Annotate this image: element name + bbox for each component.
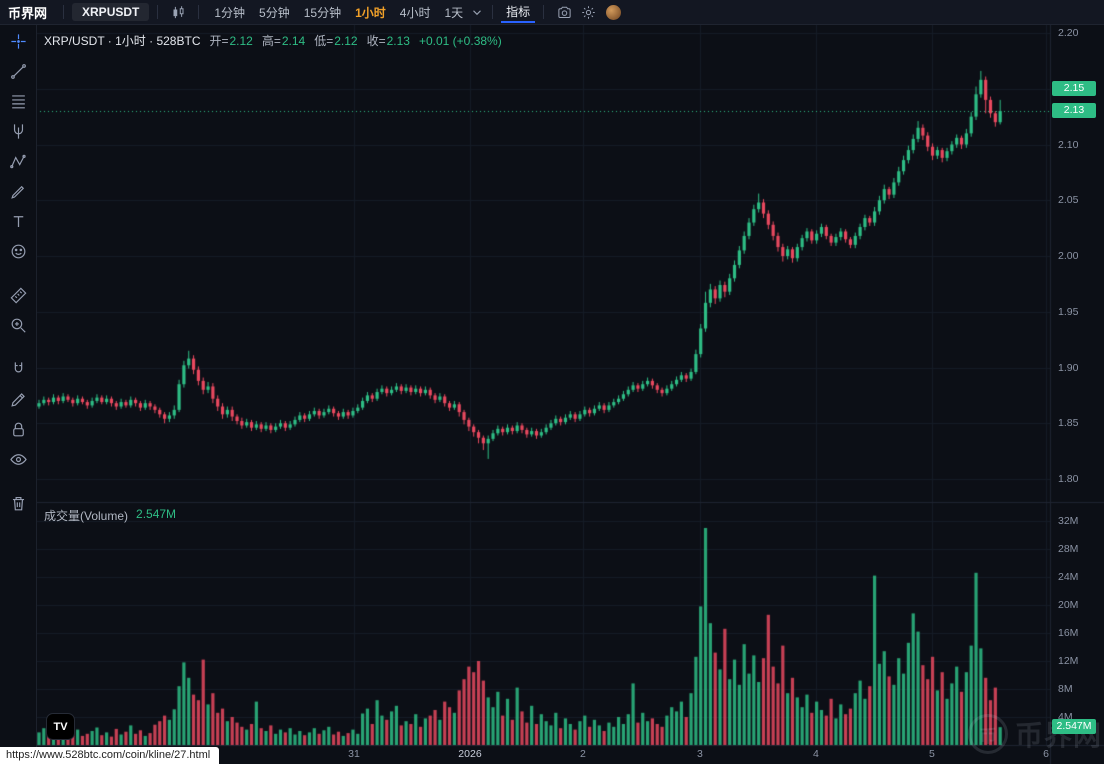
time-tick-label: 5: [929, 748, 935, 760]
xabcd-pattern-tool-icon[interactable]: [4, 149, 32, 174]
alert-price-badge[interactable]: 2.15: [1052, 80, 1096, 96]
remove-all-trash-tool-icon[interactable]: [4, 491, 32, 516]
time-tick-label: 31: [348, 748, 360, 760]
measure-tool-icon[interactable]: [4, 283, 32, 308]
volume-tick-label: 12M: [1058, 655, 1079, 667]
trend-line-tool-icon[interactable]: [4, 59, 32, 84]
price-tick-label: 2.10: [1058, 138, 1079, 151]
time-tick-label: 6: [1043, 748, 1049, 760]
brush-tool-icon[interactable]: [4, 179, 32, 204]
separator: [198, 5, 200, 19]
chart-legend: XRP/USDT · 1小时 · 528BTC 开=2.12 高=2.14 低=…: [44, 32, 502, 49]
interval-15min[interactable]: 15分钟: [303, 5, 342, 20]
status-bar-url: https://www.528btc.com/coin/kline/27.htm…: [0, 747, 220, 764]
lock-all-tool-icon[interactable]: [4, 417, 32, 442]
camera-icon[interactable]: [552, 2, 576, 22]
pitchfork-tool-icon[interactable]: [4, 119, 32, 144]
current-volume-badge: 2.547M: [1052, 719, 1096, 735]
user-avatar[interactable]: [606, 4, 622, 20]
chart-canvas[interactable]: [36, 24, 1104, 764]
price-tick-label: 2.05: [1058, 194, 1079, 207]
time-axis[interactable]: 31 2026 2 3 4 5 6: [36, 745, 1050, 764]
volume-tick-label: 20M: [1058, 599, 1079, 611]
time-tick-label: 2026: [458, 748, 482, 760]
interval-dropdown-chevron[interactable]: [470, 2, 484, 22]
volume-tick-label: 16M: [1058, 627, 1079, 639]
separator: [492, 5, 494, 19]
separator: [543, 5, 545, 19]
volume-label[interactable]: 成交量(Volume): [44, 509, 129, 523]
interval-5min[interactable]: 5分钟: [259, 5, 290, 20]
price-axis[interactable]: 2.20 2.15 2.10 2.05 2.00 1.95 1.90 1.85 1.80 32M 2…: [1050, 24, 1104, 764]
price-tick-label: 1.95: [1058, 305, 1079, 318]
drawing-pencil-tool-icon[interactable]: [4, 387, 32, 412]
volume-tick-label: 32M: [1058, 515, 1079, 527]
symbol-button[interactable]: XRPUSDT: [72, 3, 150, 21]
volume-tick-label: 8M: [1058, 683, 1073, 695]
interval-1min[interactable]: 1分钟: [214, 5, 246, 20]
price-tick-label: 1.85: [1058, 417, 1079, 430]
price-tick-label: 1.80: [1058, 473, 1079, 485]
drawing-toolbar: [0, 24, 37, 764]
price-tick-label: 2.00: [1058, 250, 1079, 262]
legend-close: 收=2.13: [366, 34, 410, 48]
fib-retracement-tool-icon[interactable]: [4, 89, 32, 114]
chart-region: XRP/USDT · 1小时 · 528BTC 开=2.12 高=2.14 低=…: [36, 24, 1104, 764]
gear-icon[interactable]: [576, 2, 600, 22]
price-tick-label: 2.20: [1058, 27, 1079, 39]
interval-1hour[interactable]: 1小时: [355, 5, 386, 20]
separator: [63, 5, 65, 19]
price-tick-label: 1.90: [1058, 361, 1079, 374]
candlestick-chart-icon[interactable]: [166, 2, 190, 22]
text-tool-icon[interactable]: [4, 209, 32, 234]
time-tick-label: 3: [697, 748, 703, 760]
time-tick-label: 2: [580, 748, 586, 760]
indicators-button[interactable]: 指标: [501, 2, 536, 23]
legend-change: +0.01 (+0.38%): [418, 33, 502, 48]
interval-4hour[interactable]: 4小时: [399, 5, 431, 20]
legend-open: 开=2.12: [209, 34, 253, 48]
magnet-tool-icon[interactable]: [4, 357, 32, 382]
separator: [157, 5, 159, 19]
interval-1day[interactable]: 1天: [444, 5, 464, 20]
emoji-tool-icon[interactable]: [4, 239, 32, 264]
legend-high: 高=2.14: [261, 34, 306, 48]
volume-tick-label: 28M: [1058, 543, 1079, 555]
volume-legend: 成交量(Volume) 2.547M: [44, 507, 176, 524]
crosshair-tool-icon[interactable]: [4, 29, 32, 54]
last-price-badge[interactable]: 2.13: [1052, 103, 1096, 119]
topbar: 币界网 XRPUSDT 1分钟 5分钟 15分钟 1小时 4小时 1天 指标: [0, 0, 1104, 25]
tradingview-logo[interactable]: TV: [46, 713, 75, 740]
time-tick-label: 4: [813, 748, 819, 760]
hide-all-eye-tool-icon[interactable]: [4, 447, 32, 472]
site-logo[interactable]: 币界网: [8, 5, 48, 21]
volume-value: 2.547M: [136, 507, 177, 521]
legend-low: 低=2.12: [314, 34, 358, 48]
legend-symbol-title[interactable]: XRP/USDT · 1小时 · 528BTC: [44, 34, 201, 48]
zoom-in-tool-icon[interactable]: [4, 313, 32, 338]
volume-tick-label: 24M: [1058, 571, 1079, 583]
